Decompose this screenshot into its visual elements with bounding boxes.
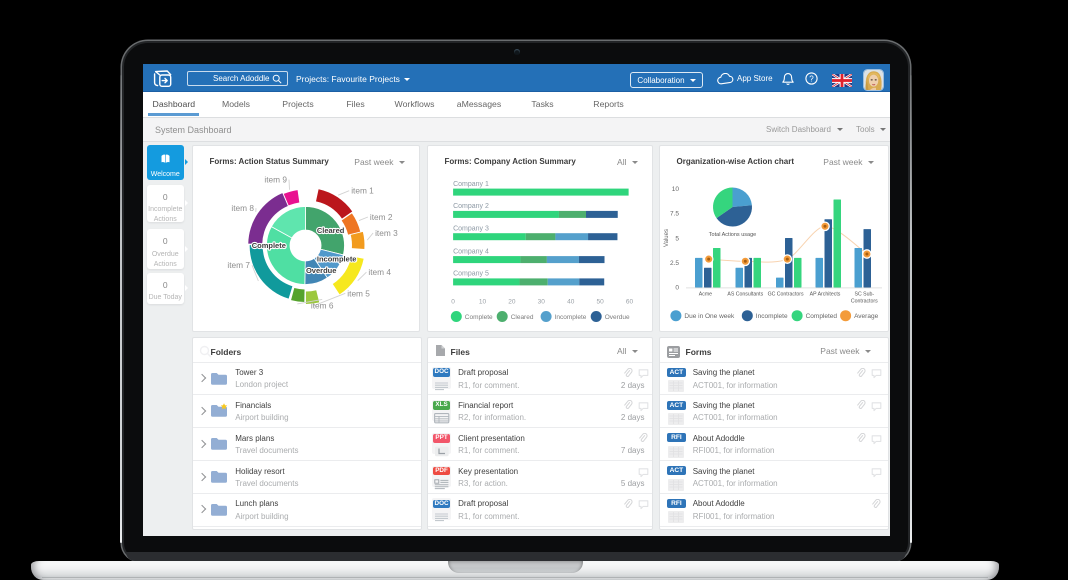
svg-text:Incomplete: Incomplete bbox=[755, 313, 787, 320]
svg-text:item 6: item 6 bbox=[310, 300, 333, 310]
svg-text:60: 60 bbox=[625, 299, 633, 306]
svg-text:Incomplete: Incomplete bbox=[554, 314, 586, 321]
svg-text:Average: Average bbox=[854, 313, 878, 320]
svg-text:item 8: item 8 bbox=[231, 203, 254, 213]
svg-text:item 3: item 3 bbox=[375, 228, 398, 238]
svg-text:0: 0 bbox=[675, 285, 679, 292]
svg-text:50: 50 bbox=[596, 299, 604, 306]
svg-text:5: 5 bbox=[675, 235, 679, 242]
svg-text:Acme: Acme bbox=[698, 292, 711, 298]
svg-text:Incomplete: Incomplete bbox=[316, 255, 356, 264]
svg-text:SC Sub-: SC Sub- bbox=[854, 292, 874, 298]
svg-text:Company 5: Company 5 bbox=[453, 271, 489, 278]
svg-text:20: 20 bbox=[508, 299, 516, 306]
svg-text:Complete: Complete bbox=[464, 314, 492, 321]
svg-text:10: 10 bbox=[478, 299, 486, 306]
svg-text:Company 1: Company 1 bbox=[453, 181, 489, 188]
svg-text:Overdue: Overdue bbox=[305, 266, 335, 275]
svg-text:Due in One week: Due in One week bbox=[684, 313, 735, 320]
svg-text:7.5: 7.5 bbox=[669, 211, 678, 218]
svg-text:Company 4: Company 4 bbox=[453, 248, 489, 255]
svg-text:Cleared: Cleared bbox=[316, 226, 344, 235]
svg-text:Company 3: Company 3 bbox=[453, 225, 489, 232]
svg-text:GC Contractors: GC Contractors bbox=[767, 292, 803, 298]
svg-text:Total Actions usage: Total Actions usage bbox=[708, 232, 755, 238]
svg-text:item 1: item 1 bbox=[351, 186, 374, 196]
svg-text:Completed: Completed bbox=[805, 313, 837, 320]
svg-text:item 5: item 5 bbox=[347, 288, 370, 298]
svg-text:0: 0 bbox=[451, 299, 455, 306]
svg-text:40: 40 bbox=[567, 299, 575, 306]
svg-text:Company 2: Company 2 bbox=[453, 203, 489, 210]
svg-text:Contractors: Contractors bbox=[850, 299, 877, 305]
svg-text:item 7: item 7 bbox=[227, 260, 250, 270]
svg-text:item 4: item 4 bbox=[368, 267, 391, 277]
svg-text:Overdue: Overdue bbox=[604, 314, 629, 321]
svg-text:Values: Values bbox=[664, 229, 670, 247]
svg-text:30: 30 bbox=[537, 299, 545, 306]
svg-text:?: ? bbox=[809, 74, 814, 83]
svg-text:Cleared: Cleared bbox=[510, 314, 533, 321]
svg-text:item 9: item 9 bbox=[264, 175, 287, 185]
svg-text:Complete: Complete bbox=[251, 241, 285, 250]
svg-text:2.5: 2.5 bbox=[669, 260, 678, 267]
svg-text:item 2: item 2 bbox=[369, 212, 392, 222]
svg-text:AS Consultants: AS Consultants bbox=[727, 292, 763, 298]
svg-text:10: 10 bbox=[671, 186, 679, 193]
svg-text:AP Architects: AP Architects bbox=[809, 292, 840, 298]
